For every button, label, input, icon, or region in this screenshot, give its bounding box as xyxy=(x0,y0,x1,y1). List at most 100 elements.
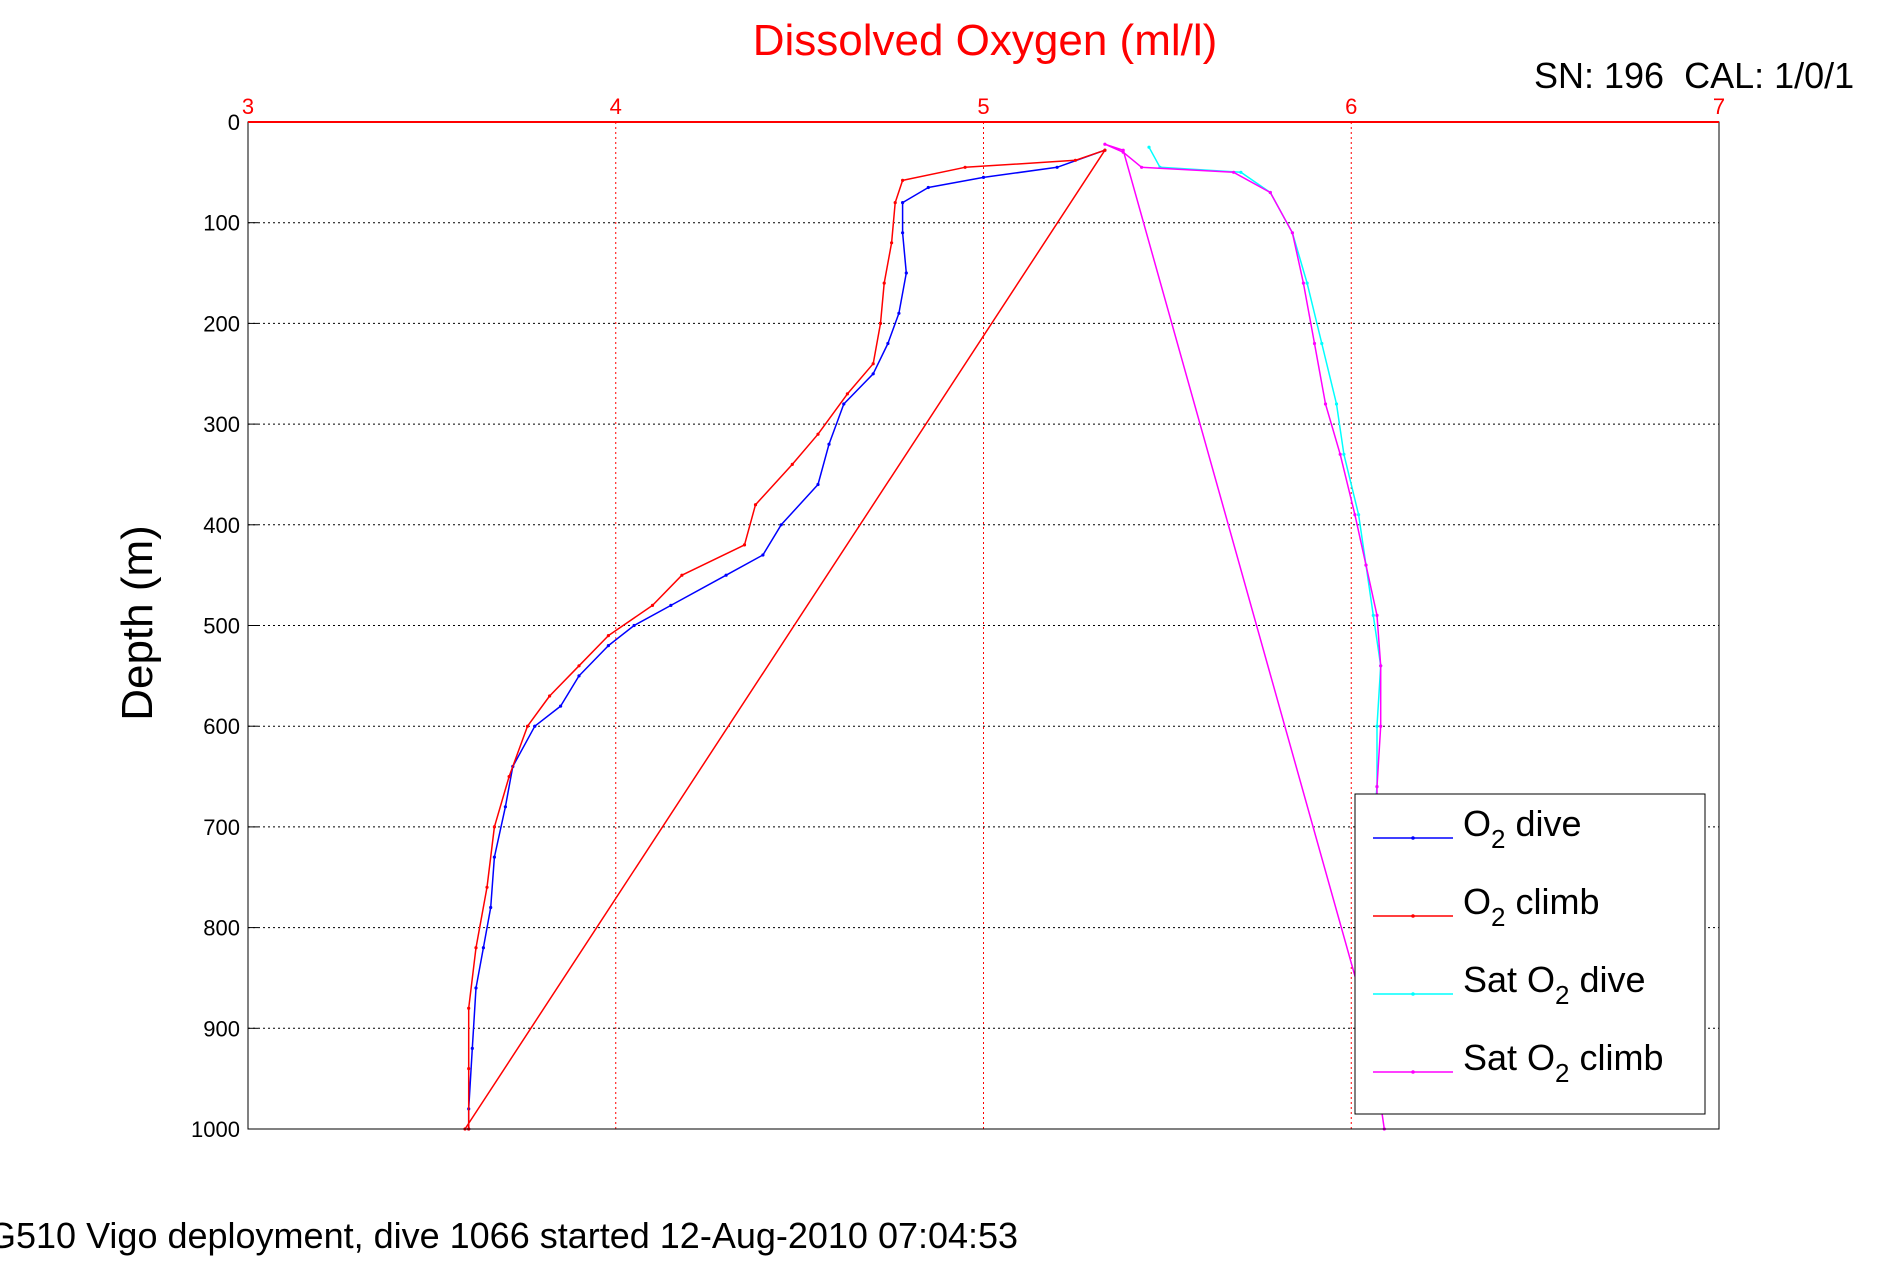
data-point xyxy=(890,241,894,245)
x-tick-label: 5 xyxy=(977,94,989,119)
data-point xyxy=(474,986,478,990)
data-point xyxy=(489,905,493,910)
data-point xyxy=(548,694,552,698)
legend-swatch-marker xyxy=(1411,914,1415,918)
data-point xyxy=(632,623,636,628)
data-point xyxy=(845,392,850,396)
footer-caption: G510 Vigo deployment, dive 1066 started … xyxy=(0,1215,1018,1256)
data-point xyxy=(878,321,883,325)
data-point xyxy=(1140,165,1144,169)
data-point xyxy=(577,674,581,678)
data-point xyxy=(485,885,489,889)
y-tick-label: 700 xyxy=(203,815,240,840)
data-point xyxy=(1305,281,1309,285)
series-line-2 xyxy=(1148,146,1382,827)
data-point xyxy=(1375,724,1379,728)
data-point xyxy=(525,724,530,728)
y-tick-label: 200 xyxy=(203,311,240,336)
data-point xyxy=(559,704,563,708)
data-point xyxy=(507,775,511,779)
y-tick-label: 600 xyxy=(203,714,240,739)
x-tick-label: 7 xyxy=(1713,94,1725,119)
series-line-1 xyxy=(464,149,1106,1130)
data-point xyxy=(1103,142,1107,146)
data-point xyxy=(753,503,758,507)
legend-label: O2 dive xyxy=(1463,803,1582,854)
legend: O2 dive O2 climb Sat O2 dive Sat O2 climb xyxy=(1354,793,1706,1115)
chart-title: Dissolved Oxygen (ml/l) xyxy=(753,16,1218,65)
plot-series xyxy=(463,142,1386,1131)
data-point xyxy=(650,603,655,608)
data-point xyxy=(606,644,611,648)
data-point xyxy=(1103,148,1107,152)
data-point xyxy=(871,362,875,366)
data-point xyxy=(680,573,684,577)
y-tick-label: 800 xyxy=(203,916,240,941)
legend-label: Sat O2 dive xyxy=(1463,959,1646,1010)
data-point xyxy=(1375,613,1379,618)
data-point xyxy=(1290,231,1294,235)
data-point xyxy=(1147,145,1151,149)
y-tick-label: 1000 xyxy=(191,1117,240,1142)
data-point xyxy=(503,805,507,809)
data-point xyxy=(901,201,905,205)
data-point xyxy=(1379,664,1383,668)
y-tick-label: 500 xyxy=(203,614,240,639)
data-point xyxy=(901,178,905,182)
data-point xyxy=(901,231,905,235)
y-axis-label: Depth (m) xyxy=(113,525,162,721)
data-point xyxy=(1232,170,1236,174)
data-point xyxy=(1312,341,1317,346)
data-point xyxy=(1375,785,1379,789)
data-point xyxy=(816,432,820,436)
data-point xyxy=(467,1006,471,1010)
data-point xyxy=(1371,613,1375,618)
data-point xyxy=(1379,724,1383,728)
data-point xyxy=(1055,165,1059,169)
data-point xyxy=(779,523,783,527)
legend-label: O2 climb xyxy=(1463,881,1600,932)
data-point xyxy=(492,825,496,829)
data-point xyxy=(827,442,831,446)
data-point xyxy=(474,946,478,950)
data-point xyxy=(904,271,908,275)
data-point xyxy=(533,724,537,728)
data-point xyxy=(1353,513,1357,517)
legend-box xyxy=(1354,793,1706,1115)
legend-swatch-marker xyxy=(1411,992,1415,996)
data-point xyxy=(963,165,967,169)
x-tick-label: 4 xyxy=(610,94,622,119)
legend-label: Sat O2 climb xyxy=(1463,1037,1664,1088)
data-point xyxy=(577,664,581,668)
data-point xyxy=(724,573,728,577)
data-point xyxy=(481,946,485,950)
ticks: 3 4 5 6 7 0 100 200 300 400 500 600 700 800 900 1000 xyxy=(191,94,1725,1142)
data-point xyxy=(1323,402,1328,406)
data-point xyxy=(1334,402,1339,406)
data-point xyxy=(1121,150,1125,154)
data-point xyxy=(669,603,673,608)
data-point xyxy=(816,482,820,487)
data-point xyxy=(742,543,747,547)
x-tick-label: 3 xyxy=(242,94,254,119)
data-point xyxy=(1357,513,1361,517)
data-point xyxy=(1364,563,1368,567)
y-tick-label: 900 xyxy=(203,1016,240,1041)
y-tick-label: 300 xyxy=(203,412,240,437)
data-point xyxy=(981,175,986,179)
data-point xyxy=(1073,158,1077,162)
legend-swatch-marker xyxy=(1411,836,1415,840)
data-point xyxy=(871,372,875,376)
series-line-3 xyxy=(1104,143,1386,1130)
data-point xyxy=(761,553,765,557)
data-point xyxy=(897,311,901,315)
data-point xyxy=(492,855,496,859)
x-tick-label: 6 xyxy=(1345,94,1357,119)
data-point xyxy=(790,462,794,466)
data-point xyxy=(1239,170,1243,174)
legend-swatch-marker xyxy=(1411,1070,1415,1074)
data-point xyxy=(882,281,886,285)
data-point xyxy=(606,634,611,638)
data-point xyxy=(842,402,846,406)
